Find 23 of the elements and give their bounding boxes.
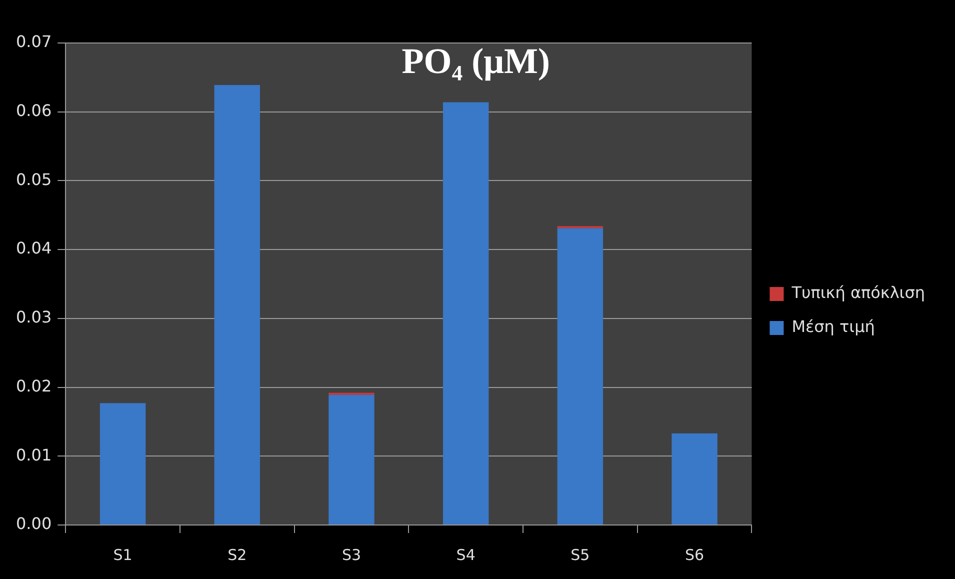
bar (557, 228, 604, 524)
y-tick-label: 0.07 (16, 32, 52, 52)
y-tick-label: 0.00 (16, 514, 52, 534)
bar (442, 102, 489, 524)
legend-label: Τυπική απόκλιση (790, 283, 925, 302)
y-tick-label: 0.01 (16, 445, 52, 464)
bar (328, 394, 374, 524)
bar (672, 433, 718, 524)
y-tick-label: 0.02 (16, 376, 52, 396)
bar (214, 85, 260, 524)
x-tick-label: S1 (113, 546, 132, 564)
y-tick-label: 0.03 (16, 308, 52, 327)
x-tick-label: S2 (228, 546, 247, 564)
y-tick-label: 0.06 (16, 101, 52, 120)
x-tick-label: S4 (456, 546, 476, 564)
y-tick-label: 0.05 (16, 170, 52, 189)
y-tick-label: 0.04 (16, 238, 52, 258)
x-tick-label: S6 (684, 546, 704, 564)
legend-label: Μέση τιμή (792, 317, 875, 336)
bar (100, 403, 146, 524)
x-tick-label: S3 (342, 546, 362, 564)
x-tick-label: S5 (570, 546, 590, 564)
chart-title: PO₄ (μM) (402, 41, 550, 81)
